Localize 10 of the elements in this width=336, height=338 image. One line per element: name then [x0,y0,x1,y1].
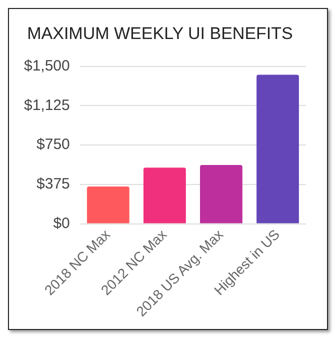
y-tick-label: $375 [36,176,70,193]
y-tick-label: $750 [36,136,70,154]
bar [200,165,242,224]
y-tick-label: $1,500 [24,58,70,75]
y-tick-label: $0 [53,214,70,232]
bar [143,168,186,224]
bar [86,186,130,224]
y-tick-label: $1,125 [24,96,70,114]
chart-title: MAXIMUM WEEKLY UI BENEFITS [27,24,293,43]
bar [256,74,299,224]
